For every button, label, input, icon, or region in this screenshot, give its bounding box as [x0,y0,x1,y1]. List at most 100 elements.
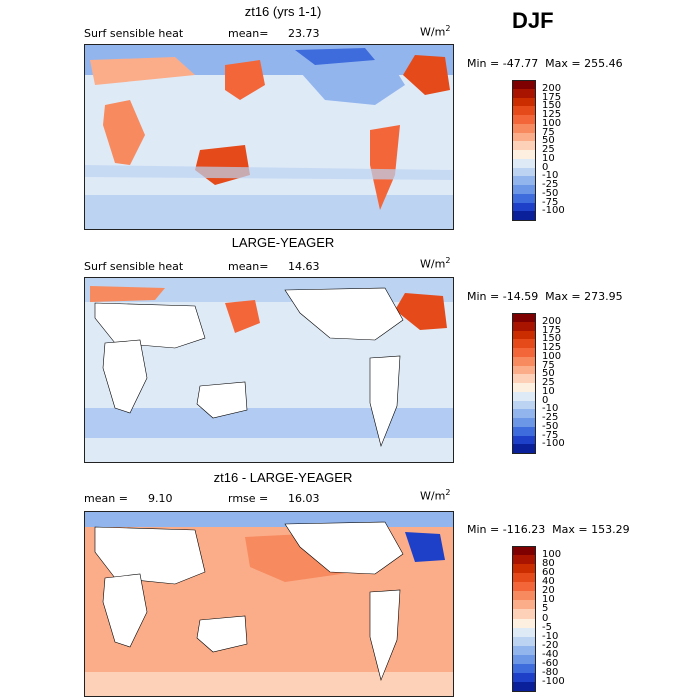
colorbar-swatch [512,645,536,656]
colorbar-label: 150 [542,100,562,112]
colorbar-label: -100 [542,205,565,217]
panel-3-mean-value: 9.10 [148,492,173,505]
panel-2-southern-band [85,408,453,438]
colorbar-swatch [512,185,536,195]
panel-1-mean-value: 23.73 [288,27,320,40]
colorbar-label: 40 [542,576,555,588]
colorbar-label: 75 [542,126,555,138]
panel-1-gulf-stream [403,55,450,95]
colorbar-label: 150 [542,333,562,345]
colorbar-swatch [512,400,536,410]
colorbar-label: 0 [542,394,549,406]
colorbar-label: -10 [542,170,559,182]
colorbar-label: 100 [542,549,562,561]
colorbar-label: 80 [542,558,555,570]
colorbar-swatch [512,348,536,358]
panel-3-southern-band [85,672,453,696]
colorbar-label: -50 [542,420,559,432]
panel-2-gulf-stream [395,293,447,330]
colorbar-swatch [512,167,536,177]
units-sup: 2 [445,24,451,33]
colorbar-swatch [512,391,536,401]
colorbar-label: 10 [542,594,555,606]
panel-1-title: zt16 (yrs 1-1) [244,4,322,19]
units-text: W/m [420,25,446,39]
colorbar-label: 175 [542,91,562,103]
colorbar-swatch [512,600,536,610]
units-sup: 2 [445,488,451,497]
units-text: W/m [420,489,446,503]
colorbar-label: 125 [542,109,562,120]
colorbar-swatch [512,106,536,116]
colorbar-swatch [512,409,536,419]
colorbar-swatch [512,636,536,647]
colorbar-label: -75 [542,429,559,441]
colorbar-swatch [512,158,536,168]
colorbar-label: -10 [542,630,559,642]
panel-3-south-america-land [369,589,401,681]
panel-3-rmse-value: 16.03 [288,492,320,505]
panel-1-north-america [285,53,405,105]
colorbar-label: -50 [542,187,559,199]
panel-2-map [84,277,454,463]
colorbar-label: -25 [542,179,559,190]
colorbar-swatch [512,546,536,556]
panel-1-minmax: Min = -47.77 Max = 255.46 [467,57,623,70]
colorbar-swatch [512,672,536,683]
colorbar-swatch [512,627,536,638]
colorbar-swatch [512,313,536,323]
colorbar-label: -25 [542,412,559,423]
panel-2-australia-land [196,381,248,419]
colorbar-label: -20 [542,639,559,651]
colorbar-swatch [512,356,536,366]
colorbar-label: -75 [542,196,559,208]
colorbar-label: -10 [542,403,559,415]
panel-2-north-america-land [284,287,404,341]
panel-3-mean-label: mean = [84,492,128,505]
panel-1-eurasia [90,57,195,85]
colorbar-label: 25 [542,377,555,388]
colorbar-swatch [512,211,536,221]
panel-3-australia-land [196,615,248,653]
colorbar-label: 0 [542,161,549,173]
colorbar-swatch [512,115,536,125]
panel-2-title: LARGE-YEAGER [231,235,335,250]
colorbar-swatch [512,426,536,436]
colorbar-swatch [512,365,536,375]
colorbar-label: -60 [542,657,559,669]
panel-3-north-america-land [284,521,404,575]
panel-3-rmse-label: rmse = [228,492,269,505]
panel-1-africa [103,100,145,165]
colorbar-swatch [512,141,536,151]
colorbar-swatch [512,80,536,90]
colorbar-swatch [512,88,536,98]
panel-3-units: W/m2 [420,488,450,503]
colorbar-label: -40 [542,648,559,660]
colorbar-swatch [512,555,536,565]
panel-1-colorbar: 200 175 150 125 100 75 50 25 10 0 -10 -25 -50 -75 -100 [512,80,572,221]
colorbar-label: 5 [542,603,549,615]
colorbar-swatch [512,132,536,142]
colorbar-swatch [512,654,536,665]
panel-2-nordic-seas [90,286,165,302]
panel-2-variable: Surf sensible heat [84,260,184,273]
colorbar-swatch [512,176,536,186]
colorbar-label: -80 [542,666,559,678]
panel-2-mean-value: 14.63 [288,260,320,273]
panel-1-units: W/m2 [420,24,450,39]
colorbar-swatch [512,418,536,428]
panel-1-variable: Surf sensible heat [84,27,184,40]
units-sup: 2 [445,256,451,265]
colorbar-swatch [512,383,536,393]
panel-3-minmax: Min = -116.23 Max = 153.29 [467,523,630,536]
colorbar-swatch [512,202,536,212]
panel-3-gulf-stream [405,532,445,562]
panel-3-colorbar: 100 80 60 40 20 10 5 0 -5 -10 -20 -40 -60 -80 -100 [512,546,572,692]
panel-2-minmax: Min = -14.59 Max = 273.95 [467,290,623,303]
panel-1-south-america [370,125,400,210]
colorbar-swatch [512,573,536,583]
panel-1-sh-band [85,165,453,180]
colorbar-swatch [512,339,536,349]
panel-1-southern-band [85,195,453,229]
panel-2-units: W/m2 [420,256,450,271]
